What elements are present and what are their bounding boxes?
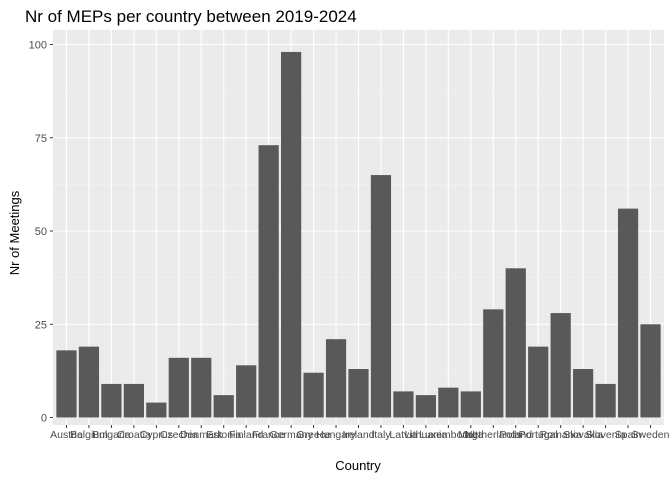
x-tick-label: Belgium	[70, 429, 108, 441]
bar-cyprus	[146, 402, 167, 418]
x-tick-label: Spain	[615, 429, 642, 441]
bar-france	[258, 145, 279, 418]
bar-czechia	[168, 357, 189, 418]
bar-slovakia	[573, 369, 594, 418]
x-tick-label: Hungary	[316, 429, 356, 441]
x-tick-label: Slovakia	[563, 429, 603, 441]
x-tick-label: Netherlands	[465, 429, 522, 441]
x-axis-ticks: AustriaBelgiumBulgariaCroatiaCyprusCzech…	[50, 425, 670, 441]
bar-spain	[617, 208, 639, 418]
y-axis-ticks: 0 25 50 75 100	[29, 40, 53, 425]
x-tick-label: Malta	[458, 429, 484, 441]
y-axis-title: Nr of Meetings	[7, 190, 22, 275]
x-tick-label: France	[252, 429, 285, 441]
x-tick-label: Estonia	[206, 429, 241, 441]
bar-finland	[236, 365, 257, 418]
bar-sweden	[640, 324, 661, 418]
y-tick-label: 50	[35, 226, 47, 238]
x-tick-label: Denmark	[180, 429, 223, 441]
y-tick-label: 0	[41, 413, 47, 425]
x-tick-label: Germany	[270, 429, 314, 441]
x-tick-label: Greece	[296, 429, 331, 441]
bar-bulgaria	[101, 383, 122, 418]
bar-lithuania	[415, 395, 436, 418]
y-tick-label: 100	[29, 40, 47, 52]
x-tick-label: Sweden	[632, 429, 670, 441]
bar-hungary	[325, 339, 347, 418]
bar-poland	[505, 268, 526, 418]
bar-greece	[303, 372, 324, 418]
x-tick-label: Finland	[229, 429, 264, 441]
x-tick-label: Lithuania	[405, 429, 448, 441]
x-tick-label: Poland	[499, 429, 532, 441]
bar-luxembourg	[438, 387, 459, 418]
bar-germany	[281, 51, 302, 418]
chart-title: Nr of MEPs per country between 2019-2024	[25, 7, 357, 26]
x-tick-label: Latvia	[389, 429, 417, 441]
x-tick-label: Romania	[540, 429, 582, 441]
bar-ireland	[348, 369, 369, 418]
x-tick-label: Cyprus	[140, 429, 173, 441]
x-tick-label: Czechia	[160, 429, 198, 441]
bar-malta	[460, 391, 481, 418]
bar-latvia	[393, 391, 414, 418]
x-axis-title: Country	[335, 458, 381, 473]
x-tick-label: Croatia	[117, 429, 151, 441]
bar-italy	[370, 175, 392, 418]
x-tick-label: Slovenia	[585, 429, 625, 441]
bar-portugal	[528, 346, 549, 418]
bars	[56, 51, 661, 418]
x-tick-label: Italy	[371, 429, 391, 441]
bar-netherlands	[483, 309, 504, 418]
x-tick-label: Bulgaria	[92, 429, 131, 441]
bar-slovenia	[595, 383, 616, 418]
y-tick-label: 75	[35, 133, 47, 145]
bar-belgium	[78, 346, 100, 418]
x-tick-label: Austria	[50, 429, 83, 441]
bar-croatia	[123, 383, 144, 418]
x-tick-label: Ireland	[342, 429, 374, 441]
bar-estonia	[213, 395, 234, 418]
x-tick-label: Portugal	[519, 429, 558, 441]
bar-austria	[56, 350, 77, 418]
bar-romania	[550, 313, 571, 418]
bar-denmark	[191, 357, 212, 418]
y-tick-label: 25	[35, 319, 47, 331]
x-tick-label: Luxembourg	[419, 429, 478, 441]
